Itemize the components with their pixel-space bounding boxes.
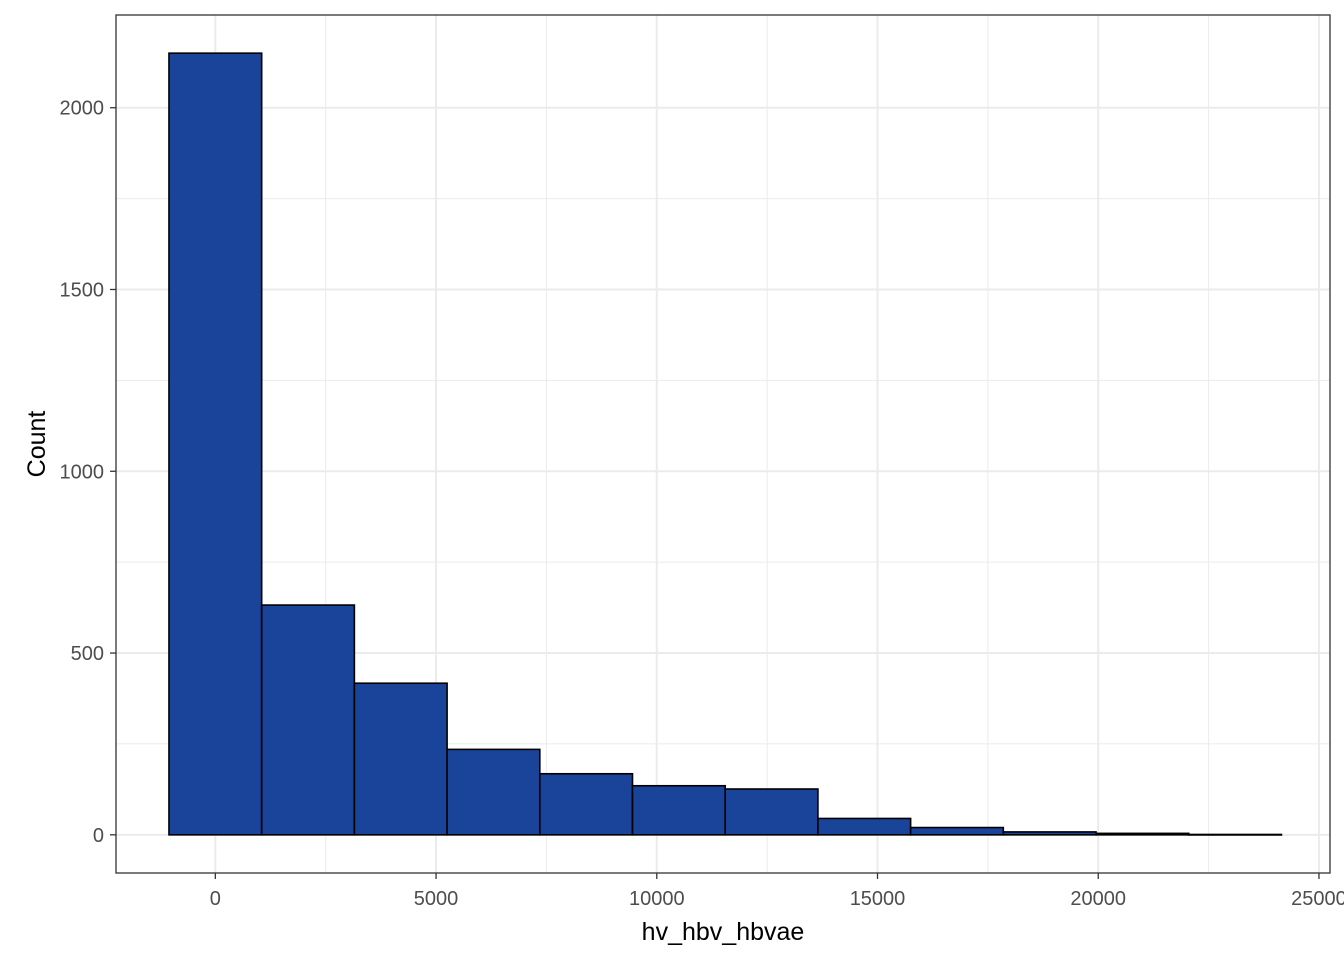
histogram-bar	[631, 784, 727, 836]
histogram-bar	[817, 817, 912, 836]
histogram-bar	[1095, 832, 1190, 836]
histogram-bar	[260, 604, 356, 836]
y-axis-title: Count	[23, 411, 51, 478]
y-tick-label: 1000	[60, 461, 105, 483]
histogram-bar	[1187, 833, 1283, 836]
histogram-bars	[168, 52, 1283, 836]
y-tick-label: 2000	[60, 98, 105, 120]
histogram-bar	[353, 682, 448, 836]
x-tick-label: 5000	[414, 888, 459, 910]
x-tick-label: 20000	[1070, 888, 1126, 910]
x-tick-label: 0	[210, 888, 221, 910]
y-axis: 0 500 1000 1500 2000	[60, 98, 116, 847]
histogram-bar	[168, 52, 263, 836]
panel-border	[115, 14, 1331, 874]
y-tick-label: 1500	[60, 279, 105, 301]
y-tick-label: 500	[71, 643, 104, 665]
x-tick-label: 10000	[629, 888, 685, 910]
x-axis: 0 5000 10000 15000 20000 25000	[210, 873, 1344, 910]
x-tick-label: 15000	[850, 888, 906, 910]
histogram-bar	[909, 826, 1005, 836]
histogram-bar	[446, 748, 541, 836]
histogram-bar	[538, 772, 634, 836]
x-axis-title: hv_hbv_hbvae	[642, 918, 805, 946]
x-tick-label: 25000	[1291, 888, 1344, 910]
y-tick-label: 0	[93, 825, 104, 847]
histogram-bar	[724, 788, 819, 836]
histogram-bar	[1002, 831, 1097, 836]
